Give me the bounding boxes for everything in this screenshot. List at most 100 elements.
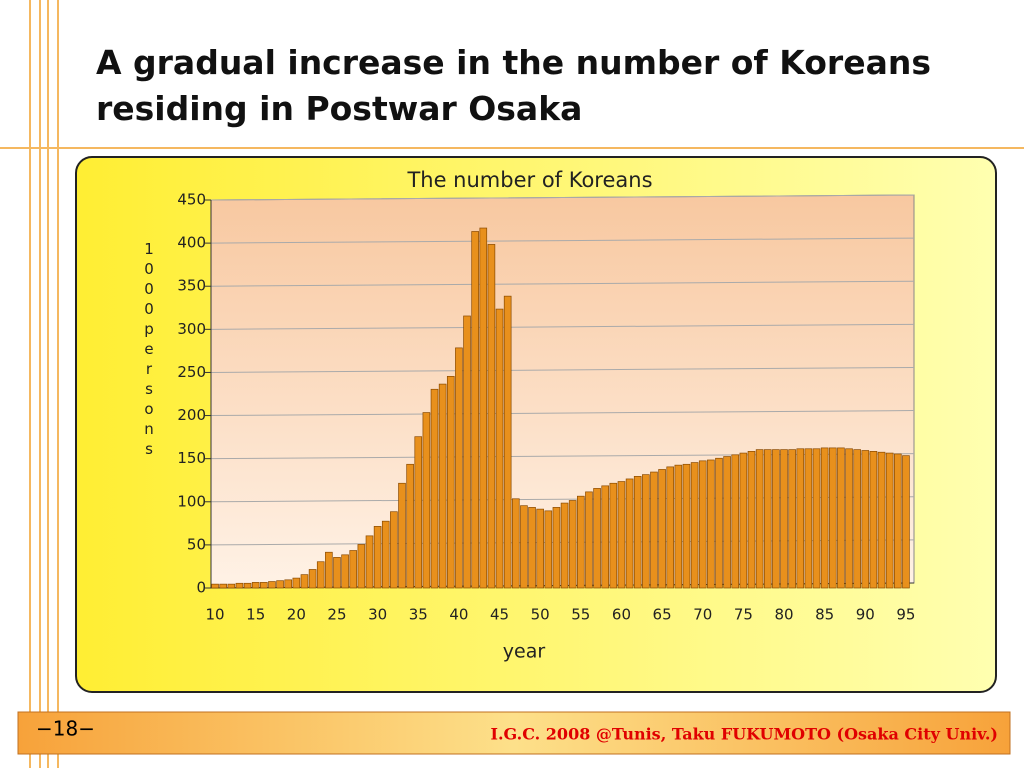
bar [471, 231, 479, 589]
bar [723, 456, 731, 589]
x-tick-label: 65 [653, 606, 672, 624]
x-tick-label: 15 [246, 606, 265, 624]
x-tick-label: 60 [612, 606, 631, 624]
x-tick-label: 35 [409, 606, 428, 624]
bar [268, 581, 276, 589]
bar [503, 295, 512, 589]
y-tick-label: 250 [177, 363, 206, 381]
x-tick-label: 25 [327, 606, 346, 624]
bar [609, 482, 618, 589]
bar [325, 551, 333, 589]
bar [381, 520, 390, 589]
x-tick-label: 40 [449, 606, 468, 624]
bar [357, 544, 366, 589]
bar [568, 500, 577, 589]
bar [341, 554, 349, 589]
bar [292, 577, 301, 589]
bar [715, 457, 723, 589]
bar [211, 583, 219, 589]
bar [373, 526, 382, 589]
bar [731, 454, 740, 589]
bar [446, 375, 455, 589]
bar [625, 478, 634, 589]
bar [674, 464, 683, 589]
chart-title: The number of Koreans [406, 168, 652, 192]
bar [747, 451, 756, 589]
grid-line [210, 366, 915, 373]
bar [544, 510, 553, 589]
bar [511, 498, 520, 589]
bar [894, 453, 902, 589]
y-tick-label: 150 [177, 449, 206, 467]
bar [235, 582, 244, 589]
bar [300, 574, 309, 589]
x-tick-label: 80 [774, 606, 793, 624]
bar [877, 451, 886, 589]
grid-line [210, 194, 915, 201]
y-tick-label: 400 [177, 234, 206, 252]
bar [885, 452, 894, 589]
grid-line [210, 237, 915, 244]
bar [690, 462, 699, 589]
bar [227, 583, 236, 589]
bar [536, 508, 544, 589]
bar [251, 582, 260, 589]
bar [316, 561, 325, 589]
bar [837, 447, 845, 589]
credit: I.G.C. 2008 @Tunis, Taku FUKUMOTO (Osaka… [490, 725, 998, 744]
bar [284, 579, 293, 589]
bar [828, 447, 837, 589]
bar [682, 463, 691, 589]
bar [365, 535, 374, 589]
y-tick-label: 50 [187, 535, 206, 553]
footer-bar [17, 711, 1011, 755]
bar [853, 449, 861, 589]
x-axis-label: year [503, 641, 546, 663]
bar [585, 491, 593, 589]
y-tick-label: 100 [177, 492, 206, 510]
bar [796, 448, 805, 589]
grid-line [210, 280, 915, 287]
bar [707, 459, 715, 589]
bar [812, 448, 821, 589]
bar [308, 569, 317, 589]
bar [390, 511, 398, 589]
bar [658, 469, 666, 589]
bar [520, 505, 528, 589]
bar [463, 315, 471, 589]
bar [772, 449, 780, 589]
bar [593, 488, 601, 589]
plot: 0 50 100 150 200 250 300 350 400 450 10 15 20 25 30 35 4… [177, 191, 915, 624]
y-tick-label: 0 [196, 579, 206, 597]
x-tick-label: 20 [287, 606, 306, 624]
bar [633, 476, 642, 589]
bar [479, 227, 488, 589]
bar [276, 580, 284, 589]
bar [902, 455, 910, 589]
bar [577, 495, 585, 589]
side-stripes [29, 0, 59, 768]
bar [804, 448, 813, 589]
x-tick-label: 10 [206, 606, 225, 624]
x-tick-label: 90 [856, 606, 875, 624]
bar [560, 502, 569, 589]
bar [438, 383, 447, 589]
bar [666, 466, 675, 589]
bar [601, 485, 610, 589]
bar [414, 436, 423, 589]
y-tick-label: 200 [177, 406, 206, 424]
y-tick-label: 350 [177, 277, 206, 295]
bar [552, 507, 561, 589]
y-tick-label: 450 [177, 191, 206, 209]
bar [243, 582, 252, 589]
bar [406, 463, 414, 589]
bar [487, 244, 496, 589]
bar [845, 448, 853, 589]
bar [398, 482, 406, 589]
bar [698, 460, 707, 589]
bar [430, 388, 439, 589]
bar [780, 449, 788, 589]
bar [219, 583, 227, 589]
bar [349, 550, 358, 589]
